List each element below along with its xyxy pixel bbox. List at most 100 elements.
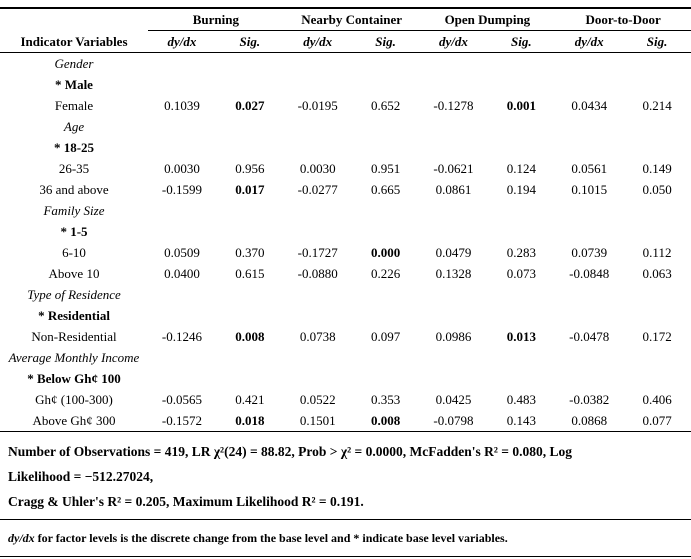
sig-header: Sig. — [623, 30, 691, 53]
sig-value: 0.027 — [235, 98, 265, 113]
sig-value: 0.063 — [642, 266, 672, 281]
results-table: Burning Nearby Container Open Dumping Do… — [0, 7, 691, 432]
dydx-value: -0.1246 — [161, 329, 202, 344]
row-label: * 1-5 — [60, 224, 88, 239]
row-label: 36 and above — [39, 182, 109, 197]
dydx-value: -0.1278 — [433, 98, 474, 113]
group-header-burning: Burning — [148, 8, 284, 31]
sig-value: 0.406 — [642, 392, 672, 407]
row-label: 6-10 — [62, 245, 86, 260]
sig-header: Sig. — [215, 30, 284, 53]
category-row: Type of Residence — [0, 284, 691, 305]
sig-header: Sig. — [351, 30, 420, 53]
empty-cells — [148, 221, 691, 242]
dydx-value: -0.1599 — [161, 182, 202, 197]
dydx-value: 0.1015 — [571, 182, 608, 197]
table-row: Above 10 0.0400 0.615 -0.0880 0.226 0.1328 0.0… — [0, 263, 691, 284]
dydx-value: -0.1572 — [161, 413, 202, 428]
table-row: 26-35 0.0030 0.956 0.0030 0.951 -0.0621 0.124 0… — [0, 158, 691, 179]
empty-cells — [148, 137, 691, 158]
stat-line-2: Likelihood = −512.27024, — [8, 469, 154, 484]
empty-cells — [148, 74, 691, 95]
base-row: * Below Gh¢ 100 — [0, 368, 691, 389]
footnote-dydx-term: dy/dx — [8, 531, 35, 545]
row-label: * Male — [55, 77, 93, 92]
category-row: Age — [0, 116, 691, 137]
sig-value: 0.214 — [642, 98, 672, 113]
table-body: Gender * Male Female 0.1039 0.027 -0.0195 0.65… — [0, 53, 691, 432]
sig-value: 0.008 — [370, 413, 401, 428]
stat-line-3: Cragg & Uhler's R² = 0.205, Maximum Like… — [8, 494, 364, 509]
dydx-value: 0.0561 — [571, 161, 608, 176]
row-label: Female — [54, 98, 94, 113]
row-label: * Residential — [38, 308, 110, 323]
dydx-value: -0.0195 — [297, 98, 338, 113]
dydx-value: 0.0986 — [435, 329, 472, 344]
sig-value: 0.283 — [506, 245, 536, 260]
base-row: * 1-5 — [0, 221, 691, 242]
row-label: * 18-25 — [53, 140, 95, 155]
footnote-text: for factor levels is the discrete change… — [34, 531, 508, 545]
sig-value: 0.665 — [370, 182, 401, 197]
dydx-value: 0.0434 — [571, 98, 608, 113]
dydx-value: -0.1727 — [297, 245, 338, 260]
divider-rule — [0, 519, 691, 520]
dydx-value: 0.0868 — [571, 413, 608, 428]
row-label: Average Monthly Income — [8, 350, 140, 365]
table-row: 36 and above -0.1599 0.017 -0.0277 0.665 0.08… — [0, 179, 691, 200]
dydx-value: -0.0277 — [297, 182, 338, 197]
row-label: Above Gh¢ 300 — [32, 413, 116, 428]
sig-value: 0.097 — [370, 329, 401, 344]
sig-header: Sig. — [487, 30, 556, 53]
sig-value: 0.112 — [642, 245, 672, 260]
empty-cells — [148, 347, 691, 368]
dydx-value: 0.1328 — [435, 266, 472, 281]
base-row: * Residential — [0, 305, 691, 326]
sig-value: 0.077 — [642, 413, 672, 428]
sig-value: 0.353 — [370, 392, 401, 407]
dydx-value: -0.0565 — [161, 392, 202, 407]
stat-line-1: Number of Observations = 419, LR χ²(24) … — [8, 444, 572, 459]
dydx-value: -0.0798 — [433, 413, 474, 428]
table-row: Non-Residential -0.1246 0.008 0.0738 0.097 0.… — [0, 326, 691, 347]
sig-value: 0.000 — [370, 245, 401, 260]
bottom-rule — [0, 556, 691, 557]
corner-cell — [0, 8, 148, 31]
sig-value: 0.956 — [235, 161, 265, 176]
sig-value: 0.008 — [235, 329, 265, 344]
row-label: Above 10 — [48, 266, 100, 281]
empty-cells — [148, 284, 691, 305]
sig-value: 0.172 — [642, 329, 672, 344]
category-row: Gender — [0, 53, 691, 75]
dydx-value: 0.0522 — [299, 392, 336, 407]
dydx-header: dy/dx — [283, 30, 352, 53]
sig-value: 0.421 — [235, 392, 265, 407]
dydx-value: 0.0030 — [164, 161, 200, 176]
dydx-value: -0.0880 — [297, 266, 338, 281]
dydx-value: -0.0478 — [569, 329, 610, 344]
dydx-value: 0.0509 — [164, 245, 200, 260]
sig-value: 0.073 — [506, 266, 536, 281]
sig-value: 0.615 — [235, 266, 265, 281]
sig-value: 0.018 — [235, 413, 265, 428]
dydx-value: 0.0739 — [571, 245, 608, 260]
dydx-header: dy/dx — [555, 30, 624, 53]
table-row: Above Gh¢ 300 -0.1572 0.018 0.1501 0.008 -0.0… — [0, 410, 691, 432]
row-label: Gh¢ (100-300) — [35, 392, 113, 407]
row-label: 26-35 — [58, 161, 90, 176]
dydx-value: -0.0621 — [433, 161, 474, 176]
empty-cells — [148, 53, 691, 75]
dydx-value: 0.0738 — [299, 329, 336, 344]
row-label: Family Size — [43, 203, 105, 218]
dydx-value: 0.0400 — [164, 266, 200, 281]
sig-value: 0.370 — [235, 245, 265, 260]
row-label: Age — [63, 119, 85, 134]
dydx-value: 0.0479 — [435, 245, 472, 260]
group-header-row: Burning Nearby Container Open Dumping Do… — [0, 8, 691, 31]
sig-value: 0.013 — [506, 329, 536, 344]
dydx-header: dy/dx — [148, 30, 216, 53]
group-header-open-dumping: Open Dumping — [419, 8, 556, 31]
table-footnote: dy/dx for factor levels is the discrete … — [0, 520, 691, 556]
table-row: Gh¢ (100-300) -0.0565 0.421 0.0522 0.353 0.04… — [0, 389, 691, 410]
